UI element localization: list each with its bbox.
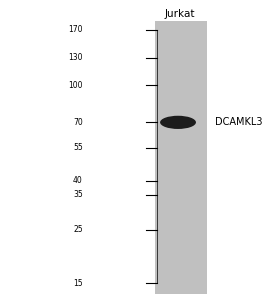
Text: 170: 170 xyxy=(68,25,83,34)
Text: 15: 15 xyxy=(73,278,83,287)
Text: 55: 55 xyxy=(73,143,83,152)
Ellipse shape xyxy=(160,116,196,129)
Text: DCAMKL3: DCAMKL3 xyxy=(215,117,263,128)
Text: 35: 35 xyxy=(73,190,83,199)
Text: 40: 40 xyxy=(73,176,83,185)
Text: 25: 25 xyxy=(73,225,83,234)
Bar xyxy=(155,21,207,294)
Text: Jurkat: Jurkat xyxy=(164,9,195,19)
Text: 100: 100 xyxy=(68,81,83,90)
Text: 130: 130 xyxy=(68,53,83,62)
Text: 70: 70 xyxy=(73,118,83,127)
